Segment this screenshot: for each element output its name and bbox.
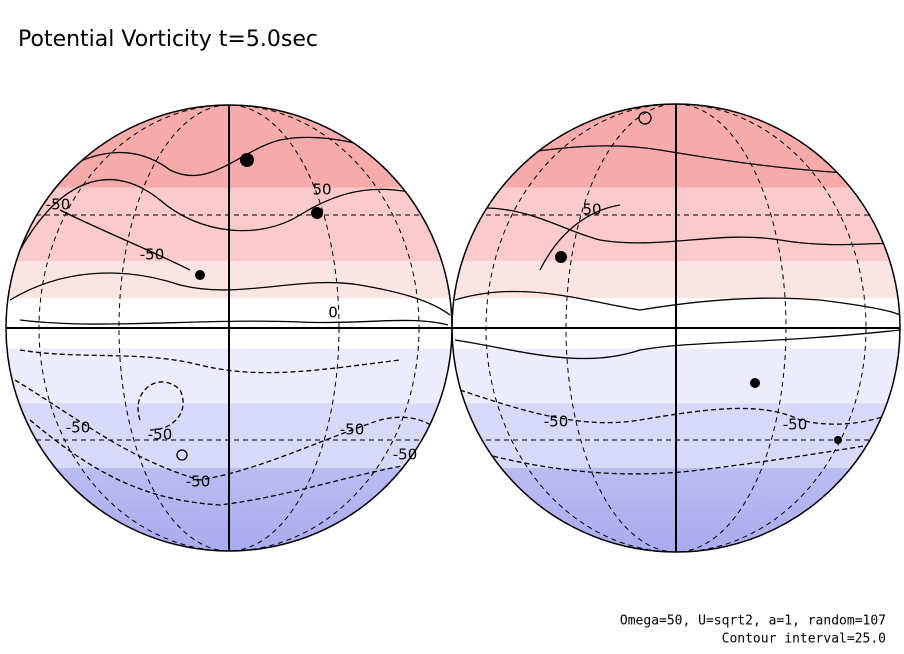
left-globe [5, 104, 453, 552]
contour-label: -50 [340, 421, 365, 439]
footer-params: Omega=50, U=sqrt2, a=1, random=107 [620, 614, 886, 629]
contour-label: -50 [393, 446, 418, 464]
contour-label: -50 [66, 419, 91, 437]
contour-label: -50 [148, 426, 173, 444]
contour-label: -50 [186, 473, 211, 491]
contour-labels: 50 -50 -50 0 -50 -50 -50 -50 -50 50 -50 … [46, 181, 808, 491]
right-globe [451, 103, 901, 553]
footer-contour-interval: Contour interval=25.0 [722, 632, 886, 647]
contour-label: -50 [783, 416, 808, 434]
title: Potential Vorticity t=5.0sec [18, 27, 318, 52]
contour-label: -50 [544, 413, 569, 431]
contour-label: -50 [46, 196, 71, 214]
contour-label: -50 [140, 246, 165, 264]
contour-label: 0 [328, 304, 338, 322]
contour-label: 50 [582, 201, 601, 219]
contour-label: 50 [312, 181, 331, 199]
